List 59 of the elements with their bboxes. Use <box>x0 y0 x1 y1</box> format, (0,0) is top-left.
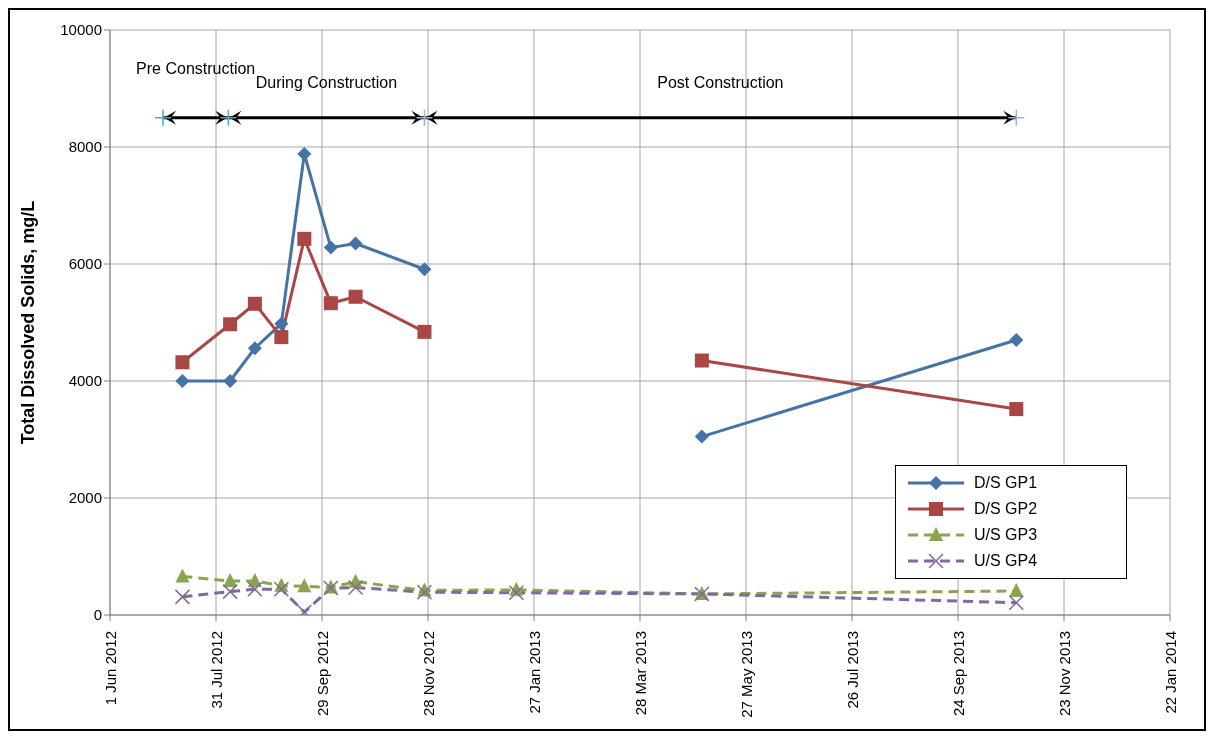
annotation: During Construction <box>255 73 398 91</box>
point <box>417 324 432 339</box>
point <box>247 581 263 598</box>
x-tick-label: 26 Jul 2013 <box>843 631 861 709</box>
point <box>223 317 238 332</box>
legend-label: D/S GP2 <box>974 500 1038 518</box>
legend-label: D/S GP1 <box>974 474 1038 492</box>
annotation: Pre Construction <box>136 59 256 77</box>
y-tick-label: 10000 <box>60 21 102 39</box>
point <box>247 296 262 311</box>
y-tick-label: 4000 <box>68 372 102 390</box>
point <box>222 583 238 600</box>
y-tick-label: 8000 <box>68 138 102 156</box>
point <box>1007 109 1026 127</box>
point <box>274 316 289 331</box>
point <box>154 109 172 127</box>
point <box>347 579 364 596</box>
legend-label: U/S GP4 <box>974 552 1038 570</box>
point <box>219 109 238 127</box>
point <box>297 578 312 593</box>
point <box>174 589 191 605</box>
x-tick-label: 27 Jan 2013 <box>525 631 543 714</box>
point <box>223 374 238 388</box>
x-tick-label: 1 Jun 2012 <box>101 631 119 706</box>
point <box>274 330 289 345</box>
point <box>1008 594 1025 611</box>
point <box>508 585 525 601</box>
point <box>223 573 238 588</box>
x-tick-label: 23 Nov 2013 <box>1055 631 1073 717</box>
y-axis-title: Total Dissolved Solids, mg/L <box>18 200 39 445</box>
x-tick-label: 31 Jul 2012 <box>207 631 225 709</box>
point <box>694 429 709 444</box>
point <box>175 374 190 388</box>
point <box>694 353 709 368</box>
point <box>1009 333 1024 348</box>
x-tick-label: 22 Jan 2014 <box>1161 631 1179 714</box>
point <box>297 231 312 246</box>
point <box>417 262 432 277</box>
x-tick-label: 29 Sep 2012 <box>313 631 331 717</box>
x-tick-label: 24 Sep 2013 <box>949 631 967 717</box>
point <box>323 240 338 255</box>
y-tick-label: 6000 <box>68 255 102 273</box>
y-tick-label: 2000 <box>68 489 102 507</box>
point <box>175 355 190 370</box>
point <box>175 568 190 583</box>
x-tick-label: 28 Mar 2013 <box>631 631 649 716</box>
legend-label: U/S GP3 <box>974 526 1038 544</box>
y-tick-label: 0 <box>93 606 102 624</box>
point <box>415 109 434 127</box>
point <box>348 289 363 304</box>
x-tick-label: 27 May 2013 <box>737 631 755 718</box>
point <box>273 581 290 598</box>
point <box>323 296 338 311</box>
annotation: Post Construction <box>657 73 784 91</box>
point <box>348 236 363 251</box>
point <box>247 341 262 356</box>
point <box>1009 583 1024 598</box>
x-tick-label: 28 Nov 2012 <box>419 631 437 717</box>
point <box>1009 402 1024 417</box>
